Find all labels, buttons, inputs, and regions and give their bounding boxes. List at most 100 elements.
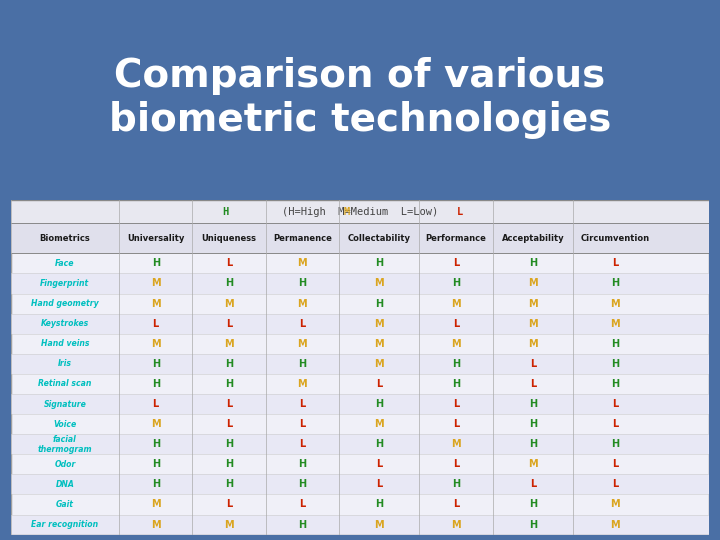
Text: H: H [375,500,383,509]
Text: M: M [451,519,461,530]
Text: H: H [225,480,233,489]
Text: Retinal scan: Retinal scan [38,380,91,388]
Text: M: M [224,519,234,530]
Text: M: M [374,319,384,329]
Text: M: M [374,279,384,288]
Text: DNA: DNA [55,480,74,489]
Text: Fingerprint: Fingerprint [40,279,89,288]
Text: H: H [298,460,307,469]
Text: M: M [528,339,538,349]
Text: M: M [610,500,620,509]
Text: Gait: Gait [56,500,74,509]
Text: M: M [224,299,234,308]
Text: L: L [453,399,459,409]
Text: H: H [225,379,233,389]
Text: H: H [452,359,460,369]
Text: H: H [611,359,619,369]
Text: H: H [528,519,537,530]
Text: H: H [152,460,160,469]
Text: H: H [152,480,160,489]
Text: L: L [453,259,459,268]
Text: L: L [376,480,382,489]
Text: L: L [612,259,618,268]
Text: Keystrokes: Keystrokes [41,319,89,328]
Text: Collectability: Collectability [348,234,410,243]
Text: L: L [376,460,382,469]
Text: H: H [452,379,460,389]
Text: M: M [151,339,161,349]
Text: Permanence: Permanence [273,234,332,243]
Text: H: H [375,259,383,268]
Text: Performance: Performance [426,234,487,243]
Text: L: L [226,500,232,509]
Text: H: H [375,399,383,409]
Text: L: L [226,259,232,268]
Text: L: L [530,379,536,389]
Text: M: M [610,319,620,329]
Text: M: M [610,519,620,530]
FancyBboxPatch shape [11,354,709,374]
Text: H: H [528,399,537,409]
Text: H: H [375,299,383,308]
Text: Signature: Signature [43,400,86,409]
Text: H: H [452,480,460,489]
Text: M: M [297,299,307,308]
Text: H: H [611,439,619,449]
Text: H: H [152,439,160,449]
Text: H: H [152,259,160,268]
Text: H: H [298,279,307,288]
Text: Hand geometry: Hand geometry [31,299,99,308]
Text: L: L [376,379,382,389]
FancyBboxPatch shape [11,434,709,454]
Text: H: H [528,439,537,449]
Text: Face: Face [55,259,75,268]
Text: L: L [612,419,618,429]
Text: M: M [528,460,538,469]
Text: H: H [528,259,537,268]
Text: H: H [528,500,537,509]
Text: Comparison of various
biometric technologies: Comparison of various biometric technolo… [109,57,611,139]
Text: L: L [453,419,459,429]
Text: L: L [226,319,232,329]
Text: L: L [530,359,536,369]
Text: H: H [528,419,537,429]
Text: M: M [610,299,620,308]
Text: L: L [453,319,459,329]
Text: L: L [612,480,618,489]
Text: L: L [226,399,232,409]
Text: M: M [297,339,307,349]
Text: H: H [225,460,233,469]
Text: H: H [375,439,383,449]
Text: M: M [224,339,234,349]
FancyBboxPatch shape [11,200,709,223]
Text: L: L [300,500,305,509]
Text: H: H [298,519,307,530]
Text: L: L [612,399,618,409]
Text: L: L [530,480,536,489]
FancyBboxPatch shape [11,394,709,414]
Text: M: M [297,259,307,268]
Text: Acceptability: Acceptability [502,234,564,243]
Text: H: H [225,439,233,449]
Text: M: M [151,419,161,429]
Text: facial
thermogram: facial thermogram [37,435,92,454]
Text: M: M [451,339,461,349]
Text: H: H [152,359,160,369]
Text: L: L [226,419,232,429]
Text: H: H [298,359,307,369]
Text: Iris: Iris [58,359,72,368]
Text: H: H [225,279,233,288]
Text: Ear recognition: Ear recognition [32,520,99,529]
Text: L: L [453,500,459,509]
Text: M: M [528,319,538,329]
Text: Universality: Universality [127,234,184,243]
Text: Hand veins: Hand veins [40,339,89,348]
FancyBboxPatch shape [11,314,709,334]
Text: M: M [151,299,161,308]
Text: Circumvention: Circumvention [580,234,649,243]
Text: M: M [451,439,461,449]
FancyBboxPatch shape [11,474,709,495]
Text: M: M [374,339,384,349]
Text: M: M [374,359,384,369]
Text: M: M [297,379,307,389]
